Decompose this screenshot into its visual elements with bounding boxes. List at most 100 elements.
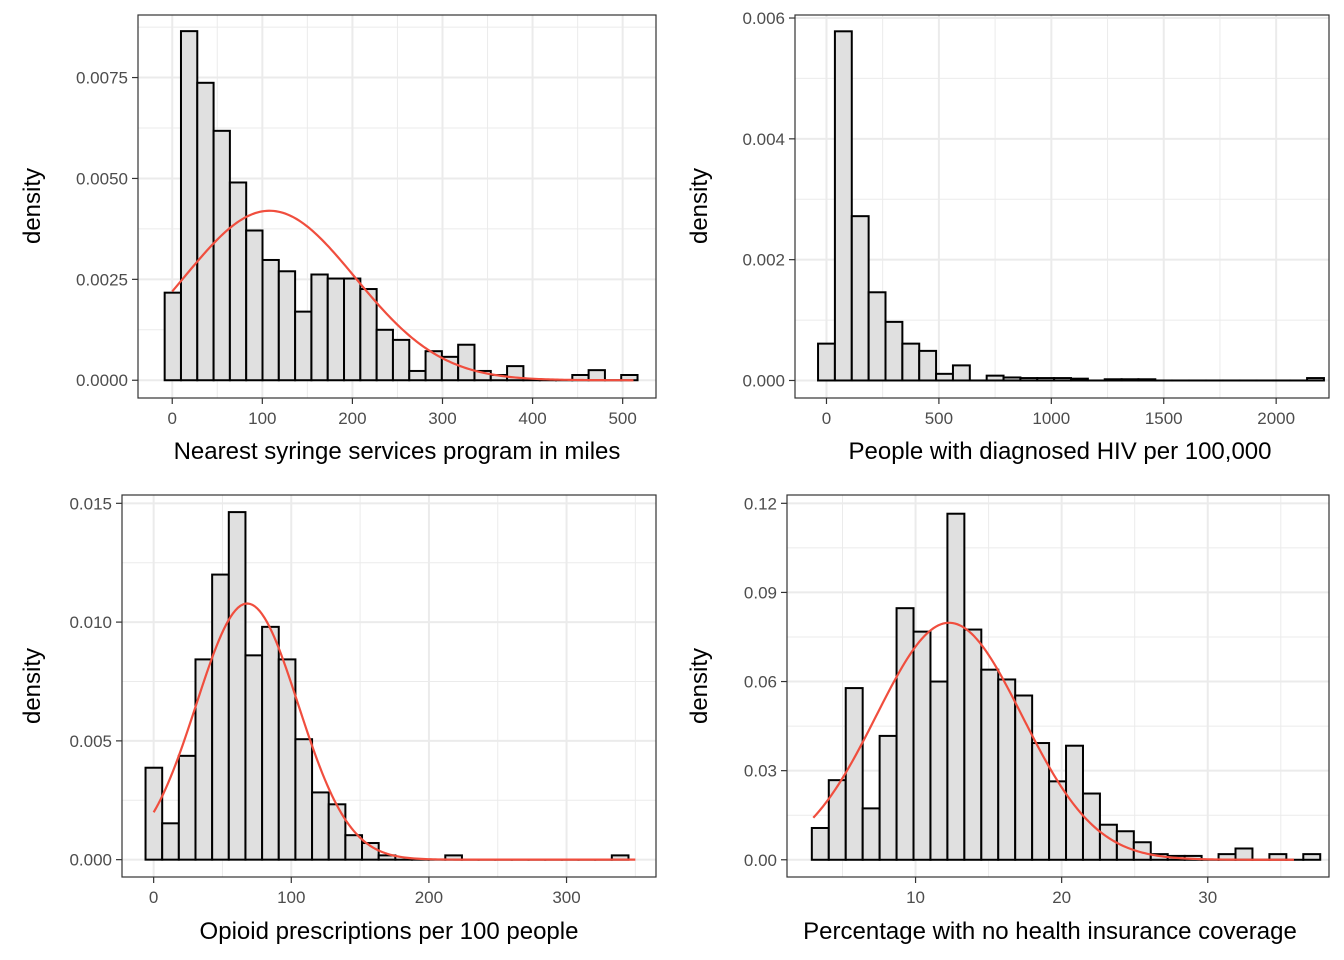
histogram-bar <box>850 215 870 382</box>
panel-syringe-distance: 0.0000 0.0025 0.0050 0.0075 0 100 200 300 400 50… <box>19 14 657 465</box>
histogram-bar <box>244 654 264 861</box>
histogram-bar <box>261 258 280 382</box>
histogram-bar <box>227 511 247 861</box>
histogram-bar <box>144 766 164 861</box>
panel-border <box>121 494 657 878</box>
x-axis-title: People with diagnosed HIV per 100,000 <box>849 438 1272 465</box>
panel-border <box>137 14 657 399</box>
y-ticks: 0.000 0.002 0.004 0.006 <box>742 9 795 390</box>
x-ticks: 0 100 200 300 400 500 <box>167 398 637 428</box>
histogram-bar <box>1036 377 1056 382</box>
y-axis-title: density <box>19 168 46 244</box>
y-tick-label: 0.12 <box>744 494 777 513</box>
histogram-bar <box>1103 378 1123 382</box>
histogram-bar <box>277 270 297 382</box>
histogram-bar <box>457 343 476 382</box>
bars-layer <box>163 30 639 382</box>
histogram-bar <box>878 734 898 861</box>
histogram-bar <box>391 338 411 382</box>
normal-density-curve <box>152 602 636 861</box>
x-tick-label: 0 <box>822 409 831 428</box>
histogram-bar <box>408 369 427 382</box>
x-tick-label: 1000 <box>1032 409 1070 428</box>
histogram-bar <box>963 628 983 861</box>
x-tick-label: 1500 <box>1145 409 1183 428</box>
histogram-bar <box>901 342 921 382</box>
histogram-bar <box>1302 853 1322 861</box>
histogram-bar <box>833 30 853 382</box>
histogram-bar <box>1002 376 1022 382</box>
histogram-bar <box>817 342 836 382</box>
histogram-bar <box>311 791 330 861</box>
histogram-bar <box>985 374 1005 382</box>
histogram-bar <box>587 369 606 382</box>
bars-layer <box>817 30 1325 382</box>
y-axis-title: density <box>686 648 713 724</box>
histogram-bar <box>1053 377 1072 382</box>
x-tick-label: 30 <box>1198 888 1217 907</box>
border-layer <box>137 14 657 399</box>
y-tick-label: 0.005 <box>69 732 112 751</box>
histogram-bar <box>212 129 231 382</box>
histogram-bar <box>179 30 199 382</box>
y-axis-title: density <box>19 648 46 724</box>
x-ticks: 0 100 200 300 <box>149 877 581 907</box>
histogram-bar <box>261 625 280 861</box>
x-tick-label: 0 <box>167 409 176 428</box>
histogram-bar <box>867 291 887 382</box>
x-tick-label: 0 <box>149 888 158 907</box>
histogram-bar <box>929 680 949 861</box>
histogram-bar <box>194 658 214 861</box>
histogram-bar <box>177 754 197 861</box>
y-tick-label: 0.004 <box>742 130 785 149</box>
y-tick-label: 0.006 <box>742 9 785 28</box>
histogram-bar <box>294 738 314 861</box>
x-tick-label: 100 <box>248 409 276 428</box>
histogram-bar <box>326 277 346 382</box>
y-tick-label: 0.0050 <box>76 169 128 188</box>
y-ticks: 0.000 0.005 0.010 0.015 <box>69 494 122 870</box>
y-tick-label: 0.010 <box>69 613 112 632</box>
y-tick-label: 0.09 <box>744 583 777 602</box>
normal-density-curve <box>171 209 634 382</box>
histogram-bar <box>827 779 847 861</box>
histogram-bar <box>327 803 347 861</box>
histogram-bar <box>1234 847 1254 861</box>
x-axis-title: Nearest syringe services program in mile… <box>174 438 621 465</box>
histogram-bar <box>1019 377 1039 382</box>
border-layer <box>794 14 1330 399</box>
y-tick-label: 0.000 <box>742 371 785 390</box>
panel-border <box>786 494 1330 878</box>
histogram-bar <box>1081 792 1101 861</box>
histogram-bar <box>375 328 394 382</box>
x-tick-label: 200 <box>415 888 443 907</box>
y-tick-label: 0.0075 <box>76 69 128 88</box>
histogram-bar <box>884 320 904 382</box>
x-axis-title: Percentage with no health insurance cove… <box>803 918 1297 945</box>
y-axis-title: density <box>686 168 713 244</box>
normal-density-curve <box>812 621 1294 861</box>
y-tick-label: 0.015 <box>69 494 112 513</box>
histogram-bar <box>1048 780 1068 861</box>
panel-opioid-prescriptions: 0.000 0.005 0.010 0.015 0 100 200 300 Opioid p… <box>19 494 657 945</box>
y-tick-label: 0.002 <box>742 251 785 270</box>
y-ticks: 0.0000 0.0025 0.0050 0.0075 <box>76 69 138 390</box>
x-tick-label: 100 <box>277 888 305 907</box>
x-tick-label: 20 <box>1052 888 1071 907</box>
histogram-bar <box>161 822 180 861</box>
x-tick-label: 500 <box>608 409 636 428</box>
border-layer <box>786 494 1330 878</box>
histogram-bar <box>245 229 264 382</box>
histogram-bar <box>228 181 248 382</box>
panel-border <box>794 14 1330 399</box>
histogram-bar <box>912 630 932 861</box>
histogram-bar <box>377 854 397 861</box>
y-tick-label: 0.06 <box>744 673 777 692</box>
histogram-bar <box>918 349 938 382</box>
histogram-bar <box>997 678 1017 861</box>
histogram-bar <box>1069 377 1089 382</box>
x-tick-label: 200 <box>338 409 366 428</box>
histogram-bar <box>294 310 313 382</box>
x-tick-label: 400 <box>518 409 546 428</box>
